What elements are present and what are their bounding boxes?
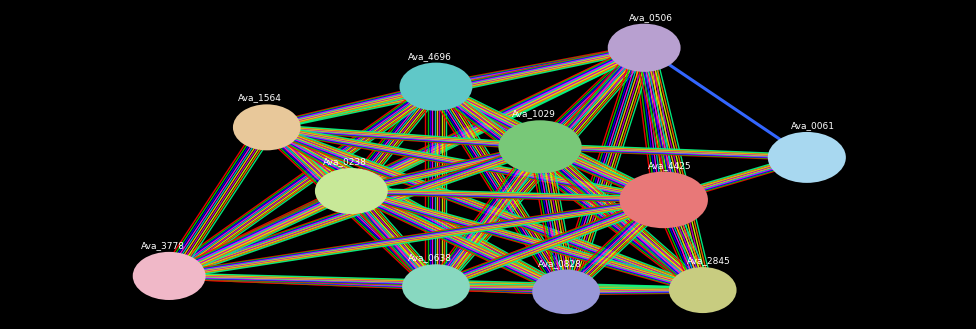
Text: Ava_4425: Ava_4425 xyxy=(648,161,692,170)
Ellipse shape xyxy=(133,252,206,300)
Text: Ava_0238: Ava_0238 xyxy=(323,157,367,166)
Text: Ava_0828: Ava_0828 xyxy=(538,259,582,268)
Ellipse shape xyxy=(315,168,387,214)
Ellipse shape xyxy=(768,132,846,183)
Text: Ava_4696: Ava_4696 xyxy=(408,52,451,61)
Text: Ava_0061: Ava_0061 xyxy=(792,121,835,130)
Ellipse shape xyxy=(399,63,472,111)
Text: Ava_1564: Ava_1564 xyxy=(238,93,282,103)
Text: Ava_2845: Ava_2845 xyxy=(687,256,731,265)
Ellipse shape xyxy=(532,269,600,314)
Ellipse shape xyxy=(620,172,708,228)
Ellipse shape xyxy=(499,120,582,173)
Text: Ava_0638: Ava_0638 xyxy=(407,253,452,263)
Text: Ava_0506: Ava_0506 xyxy=(629,13,672,22)
Text: Ava_1029: Ava_1029 xyxy=(511,110,555,118)
Text: Ava_3778: Ava_3778 xyxy=(141,241,184,250)
Ellipse shape xyxy=(669,267,737,313)
Ellipse shape xyxy=(402,264,469,309)
Ellipse shape xyxy=(233,104,301,150)
Ellipse shape xyxy=(608,24,680,72)
